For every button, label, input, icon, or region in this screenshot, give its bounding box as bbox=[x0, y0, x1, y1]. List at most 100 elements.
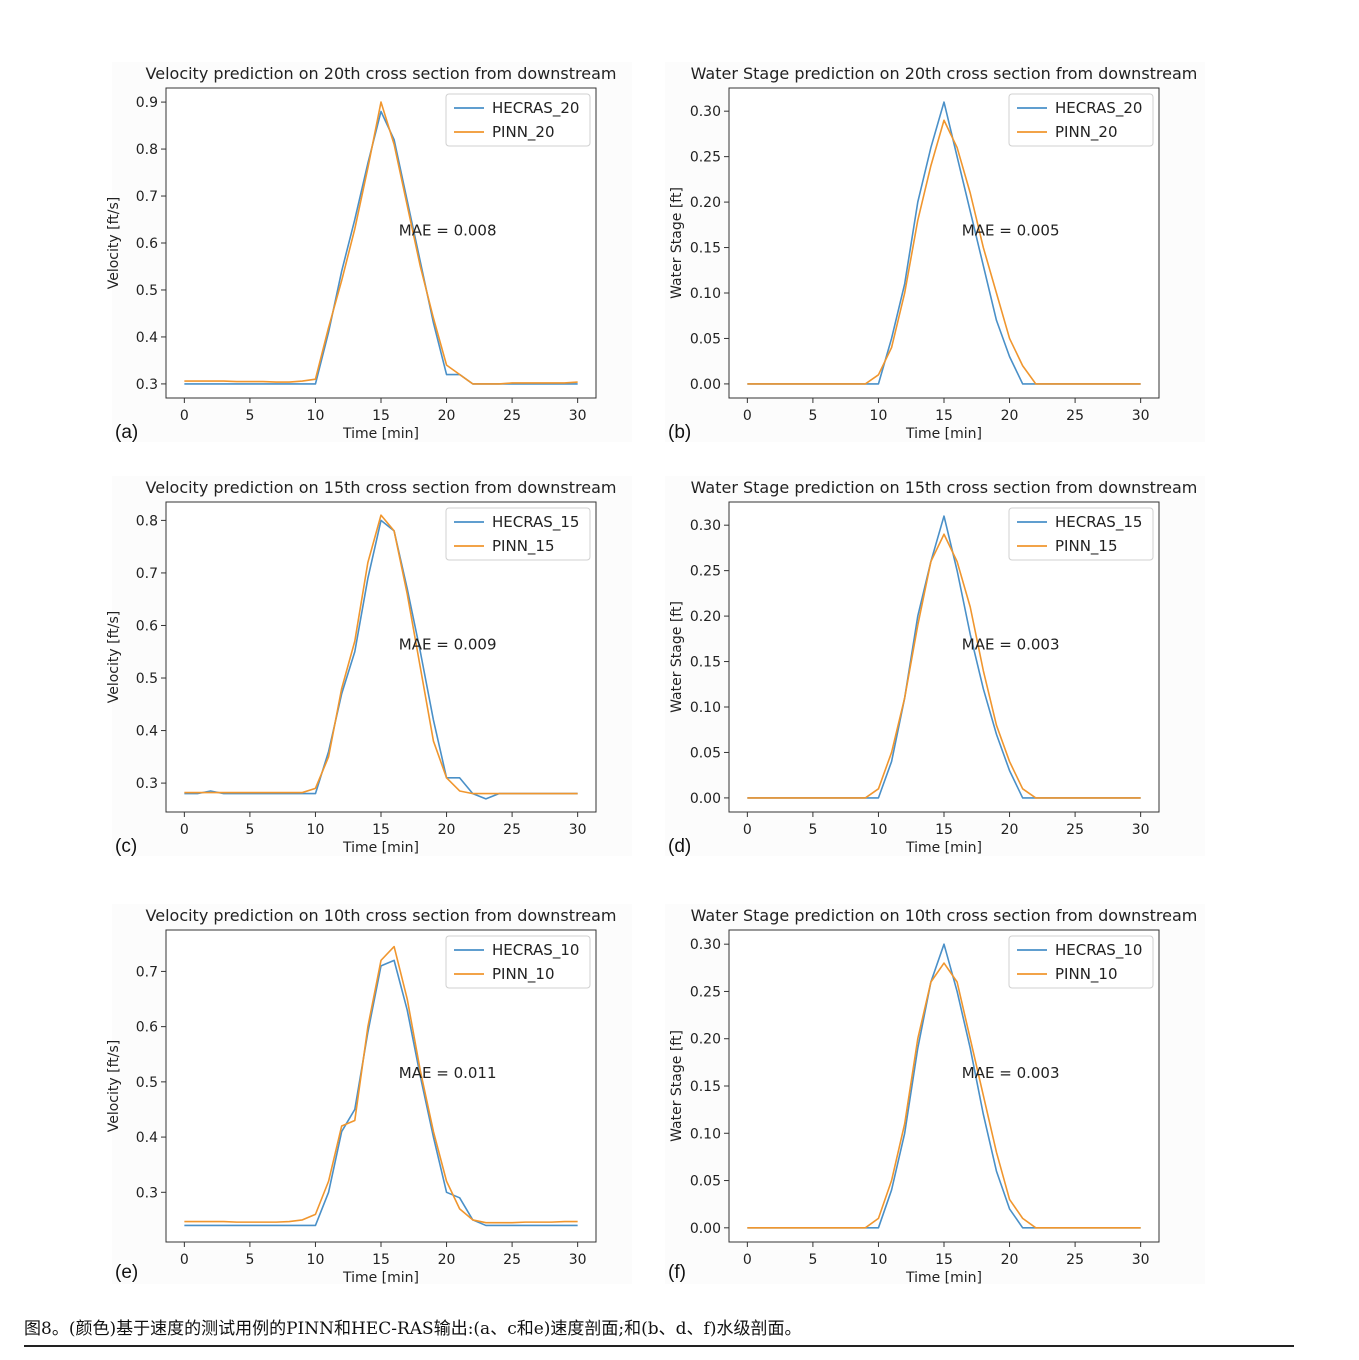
legend-entry: PINN_20 bbox=[492, 123, 555, 142]
y-tick-label: 0.00 bbox=[690, 377, 721, 393]
legend-entry: HECRAS_10 bbox=[1055, 941, 1142, 960]
y-tick-label: 0.05 bbox=[690, 1174, 721, 1190]
legend: HECRAS_20 PINN_20 bbox=[445, 93, 591, 147]
chart-panel-5: Velocity prediction on 10th cross sectio… bbox=[106, 904, 632, 1286]
x-tick-label: 25 bbox=[503, 1252, 521, 1268]
x-tick-label: 25 bbox=[1066, 1252, 1084, 1268]
x-tick-label: 0 bbox=[180, 822, 189, 838]
y-tick-label: 0.4 bbox=[136, 1130, 158, 1146]
x-axis-label: Time [min] bbox=[342, 1270, 419, 1286]
legend-entry: PINN_15 bbox=[492, 537, 555, 556]
mae-annotation: MAE = 0.003 bbox=[962, 635, 1060, 653]
y-axis-label: Velocity [ft/s] bbox=[106, 197, 122, 289]
y-tick-label: 0.10 bbox=[690, 286, 721, 302]
y-tick-label: 0.30 bbox=[690, 937, 721, 953]
x-tick-label: 5 bbox=[245, 408, 254, 424]
x-tick-label: 10 bbox=[870, 1252, 888, 1268]
series-line-pinn-20 bbox=[747, 119, 1141, 385]
panel-label: (b) bbox=[668, 422, 691, 443]
y-tick-label: 0.4 bbox=[136, 724, 158, 740]
x-tick-label: 15 bbox=[935, 408, 953, 424]
chart-title: Water Stage prediction on 15th cross sec… bbox=[691, 478, 1198, 497]
x-tick-label: 5 bbox=[245, 1252, 254, 1268]
legend-entry: HECRAS_15 bbox=[492, 513, 579, 532]
y-tick-label: 0.30 bbox=[690, 104, 721, 120]
x-tick-label: 10 bbox=[307, 408, 325, 424]
y-tick-label: 0.05 bbox=[690, 745, 721, 761]
y-tick-label: 0.7 bbox=[136, 964, 158, 980]
y-tick-label: 0.6 bbox=[136, 618, 158, 634]
mae-annotation: MAE = 0.005 bbox=[962, 221, 1060, 239]
legend-entry: HECRAS_10 bbox=[492, 941, 579, 960]
y-tick-label: 0.9 bbox=[136, 95, 158, 111]
x-tick-label: 10 bbox=[870, 408, 888, 424]
y-tick-label: 0.10 bbox=[690, 700, 721, 716]
chart-panel-1: Velocity prediction on 20th cross sectio… bbox=[106, 62, 632, 443]
x-tick-label: 15 bbox=[372, 822, 390, 838]
x-tick-label: 5 bbox=[808, 822, 817, 838]
x-tick-label: 25 bbox=[503, 822, 521, 838]
y-axis-label: Velocity [ft/s] bbox=[106, 611, 122, 703]
x-tick-label: 5 bbox=[808, 408, 817, 424]
x-tick-label: 25 bbox=[1066, 822, 1084, 838]
x-tick-label: 5 bbox=[245, 822, 254, 838]
x-axis-label: Time [min] bbox=[905, 840, 982, 856]
panel-label: (e) bbox=[115, 1262, 138, 1283]
y-axis-label: Velocity [ft/s] bbox=[106, 1040, 122, 1132]
y-tick-label: 0.8 bbox=[136, 513, 158, 529]
x-tick-label: 30 bbox=[1132, 408, 1150, 424]
x-tick-label: 30 bbox=[569, 822, 587, 838]
legend: HECRAS_15 PINN_15 bbox=[1008, 507, 1154, 561]
legend-box bbox=[1008, 93, 1154, 147]
legend: HECRAS_10 PINN_10 bbox=[1008, 935, 1154, 989]
figure-caption: 图8。(颜色)基于速度的测试用例的PINN和HEC-RAS输出:(a、c和e)速… bbox=[24, 1314, 1294, 1347]
legend-entry: HECRAS_15 bbox=[1055, 513, 1142, 532]
x-tick-label: 20 bbox=[1001, 1252, 1019, 1268]
y-tick-label: 0.7 bbox=[136, 189, 158, 205]
series-line-pinn-15 bbox=[184, 514, 578, 795]
legend: HECRAS_20 PINN_20 bbox=[1008, 93, 1154, 147]
mae-annotation: MAE = 0.008 bbox=[399, 221, 497, 239]
y-tick-label: 0.10 bbox=[690, 1126, 721, 1142]
y-tick-label: 0.5 bbox=[136, 1075, 158, 1091]
series-line-pinn-20 bbox=[184, 101, 578, 385]
legend-entry: PINN_10 bbox=[492, 965, 555, 984]
x-tick-label: 10 bbox=[307, 1252, 325, 1268]
y-tick-label: 0.20 bbox=[690, 609, 721, 625]
series-line-pinn-15 bbox=[747, 533, 1141, 799]
panel-label: (f) bbox=[668, 1262, 686, 1283]
legend-box bbox=[1008, 935, 1154, 989]
figure: Velocity prediction on 20th cross sectio… bbox=[106, 62, 1205, 1286]
y-axis-label: Water Stage [ft] bbox=[669, 187, 685, 299]
series-line-hecras-10 bbox=[184, 959, 578, 1227]
x-axis-label: Time [min] bbox=[342, 426, 419, 442]
y-tick-label: 0.25 bbox=[690, 564, 721, 580]
legend-box bbox=[445, 935, 591, 989]
y-tick-label: 0.7 bbox=[136, 566, 158, 582]
chart-panel-4: Water Stage prediction on 15th cross sec… bbox=[665, 476, 1205, 857]
x-tick-label: 15 bbox=[372, 408, 390, 424]
y-axis-label: Water Stage [ft] bbox=[669, 601, 685, 713]
y-tick-label: 0.20 bbox=[690, 195, 721, 211]
x-axis-label: Time [min] bbox=[905, 426, 982, 442]
x-tick-label: 15 bbox=[372, 1252, 390, 1268]
x-tick-label: 30 bbox=[569, 1252, 587, 1268]
y-tick-label: 0.4 bbox=[136, 330, 158, 346]
legend-box bbox=[1008, 507, 1154, 561]
y-tick-label: 0.25 bbox=[690, 150, 721, 166]
x-axis-label: Time [min] bbox=[905, 1270, 982, 1286]
x-tick-label: 25 bbox=[1066, 408, 1084, 424]
panel-label: (c) bbox=[115, 836, 137, 857]
x-tick-label: 20 bbox=[1001, 408, 1019, 424]
legend: HECRAS_15 PINN_15 bbox=[445, 507, 591, 561]
series-line-pinn-10 bbox=[184, 945, 578, 1224]
x-tick-label: 20 bbox=[438, 822, 456, 838]
x-tick-label: 30 bbox=[1132, 1252, 1150, 1268]
legend: HECRAS_10 PINN_10 bbox=[445, 935, 591, 989]
x-tick-label: 30 bbox=[1132, 822, 1150, 838]
x-tick-label: 25 bbox=[503, 408, 521, 424]
legend-box bbox=[445, 93, 591, 147]
y-tick-label: 0.25 bbox=[690, 984, 721, 1000]
chart-panel-6: Water Stage prediction on 10th cross sec… bbox=[665, 904, 1205, 1286]
chart-title: Velocity prediction on 10th cross sectio… bbox=[146, 906, 617, 925]
